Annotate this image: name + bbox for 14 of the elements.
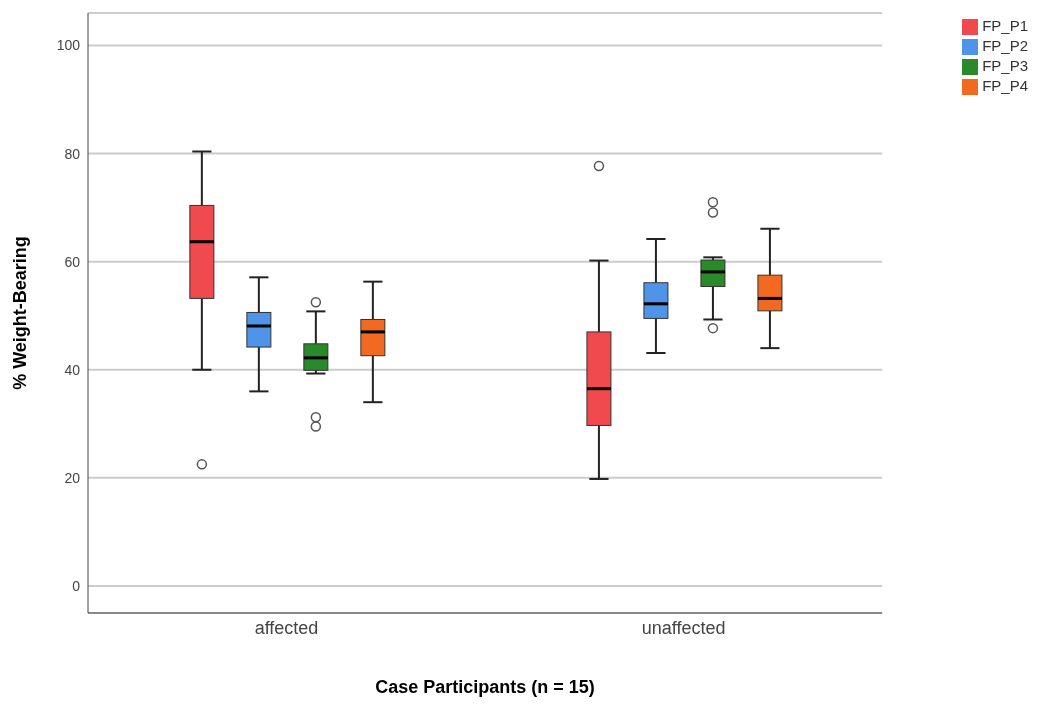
legend-label: FP_P1 [982,17,1028,34]
y-tick-label: 20 [64,469,81,486]
y-tick-label: 80 [64,145,81,162]
x-tick-label: affected [254,617,319,638]
y-tick-label: 0 [72,577,81,594]
legend-label: FP_P4 [982,77,1028,94]
x-tick-label: unaffected [641,617,726,638]
legend-label: FP_P2 [982,37,1028,54]
y-axis-title: % Weight-Bearing [10,236,31,390]
y-tick-label: 100 [56,37,81,54]
x-axis-title: Case Participants (n = 15) [375,677,595,697]
y-tick-label: 60 [64,253,81,270]
y-tick-label: 40 [64,361,81,378]
legend-label: FP_P3 [982,57,1028,74]
